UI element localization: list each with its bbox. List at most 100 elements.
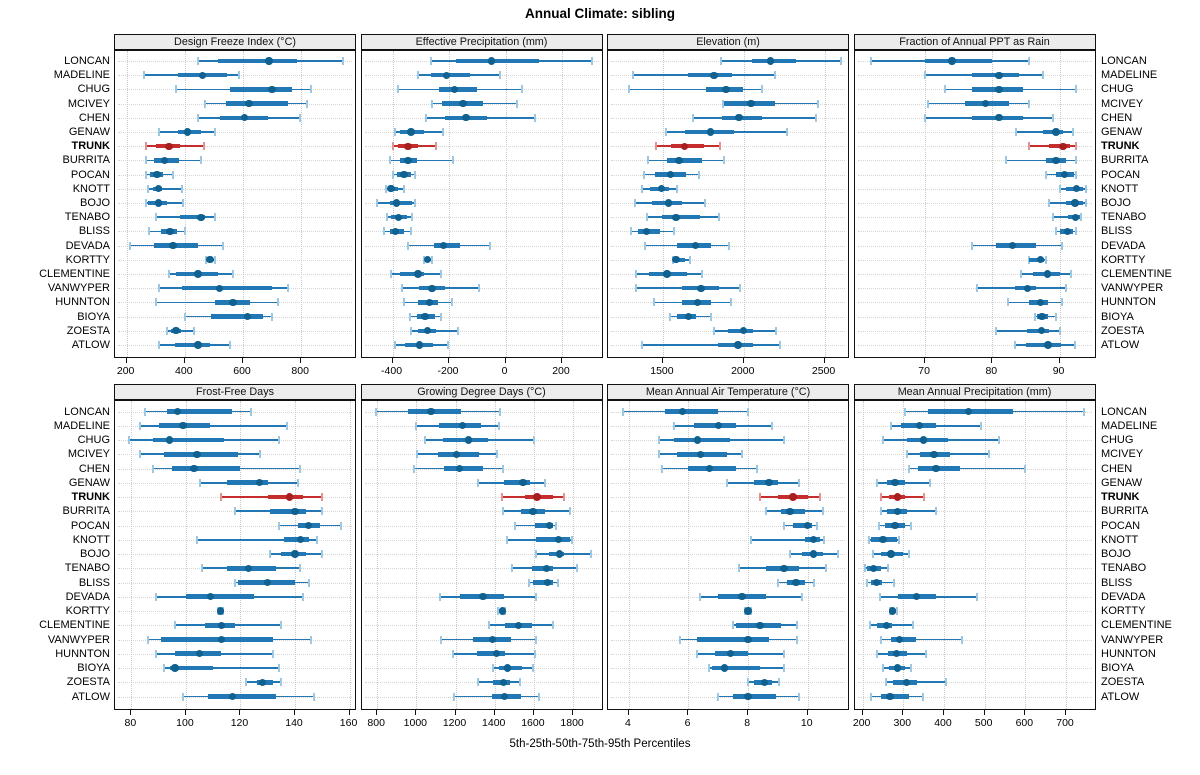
whisker-cap-95th — [340, 521, 343, 530]
axis-tick — [415, 710, 417, 715]
whisker-cap-5th — [657, 450, 660, 459]
row-gridline — [857, 653, 1092, 655]
whisker-cap-5th — [452, 692, 455, 701]
whisker-cap-5th — [167, 270, 170, 278]
median-dot — [184, 128, 192, 136]
whisker-cap-5th — [204, 99, 207, 108]
whisker-cap-5th — [144, 199, 147, 207]
row-label-right: VANWYPER — [1101, 282, 1164, 295]
median-dot — [265, 57, 273, 65]
whisker-cap-5th — [721, 99, 724, 108]
whisker-cap-95th — [895, 607, 898, 615]
median-dot — [197, 213, 205, 221]
panel-header: Mean Annual Precipitation (mm) — [853, 384, 1096, 400]
axis-tick — [184, 710, 186, 715]
median-dot — [705, 464, 714, 473]
axis-tick-label: 1000 — [403, 717, 428, 729]
whisker-cap-95th — [934, 507, 937, 516]
whisker-cap-5th — [738, 564, 741, 573]
whisker-cap-5th — [927, 99, 930, 108]
whisker-cap-95th — [738, 284, 741, 293]
whisker-cap-95th — [1085, 184, 1088, 193]
median-dot — [244, 564, 253, 572]
whisker-cap-5th — [220, 493, 223, 501]
whisker-cap-95th — [922, 493, 925, 501]
row-gridline — [118, 160, 352, 162]
axis-tick — [560, 358, 562, 363]
tick-gridline — [943, 401, 945, 709]
median-dot — [685, 312, 693, 321]
row-gridline — [364, 568, 599, 570]
whisker-cap-5th — [867, 535, 870, 544]
axis-tick-label: 70 — [918, 365, 930, 377]
whisker-cap-5th — [645, 213, 648, 222]
row-gridline — [364, 625, 599, 627]
whisker-cap-95th — [928, 478, 931, 487]
whisker-cap-95th — [898, 535, 901, 544]
row-gridline — [118, 174, 352, 176]
whisker-cap-5th — [394, 128, 397, 136]
whisker-cap-5th — [1028, 142, 1031, 151]
median-dot — [153, 170, 161, 179]
whisker-cap-95th — [534, 635, 537, 644]
axis-tick — [861, 710, 863, 715]
box-25-75 — [534, 523, 554, 528]
tick-gridline — [1059, 51, 1061, 357]
row-label-right: KNOTT — [1101, 182, 1139, 195]
row-gridline — [364, 611, 599, 612]
box-25-75 — [229, 87, 293, 92]
axis-tick — [742, 358, 744, 363]
whisker-cap-95th — [221, 241, 224, 250]
whisker-cap-5th — [401, 284, 404, 293]
median-dot — [414, 270, 422, 278]
axis-tick-label: 1400 — [482, 717, 506, 729]
row-gridline — [611, 568, 845, 570]
whisker-cap-5th — [632, 71, 635, 80]
row-label-left: VANWYPER — [47, 633, 110, 646]
whisker-cap-95th — [551, 621, 554, 630]
whisker-cap-5th — [234, 578, 236, 587]
row-label-left: GENAW — [68, 126, 110, 138]
axis-tick-label: 600 — [1015, 717, 1034, 729]
median-dot — [174, 407, 182, 416]
whisker-cap-95th — [402, 184, 405, 193]
box-25-75 — [733, 694, 777, 699]
whisker-cap-95th — [519, 678, 522, 687]
median-dot — [895, 635, 903, 644]
panel-header: Frost-Free Days — [114, 384, 356, 400]
row-label-right: VANWYPER — [1101, 633, 1164, 646]
row-label-left: VANWYPER — [47, 282, 110, 295]
row-gridline — [611, 259, 845, 261]
whisker-cap-5th — [500, 493, 503, 501]
axis-tick-label: 1600 — [521, 717, 545, 729]
median-dot — [872, 578, 881, 587]
axis-tick-label: 200 — [552, 365, 570, 377]
whisker-cap-95th — [534, 113, 537, 122]
whisker-cap-95th — [910, 521, 913, 530]
whisker-cap-95th — [912, 621, 915, 630]
median-dot — [195, 650, 204, 658]
whisker-cap-95th — [271, 312, 274, 321]
median-dot — [452, 450, 461, 458]
median-dot — [172, 327, 180, 335]
whisker-cap-95th — [797, 692, 800, 701]
whisker-cap-95th — [887, 564, 890, 573]
whisker-cap-5th — [995, 326, 998, 335]
median-dot — [492, 650, 501, 658]
median-dot — [154, 185, 163, 193]
whisker-cap-5th — [1004, 156, 1007, 165]
whisker-cap-95th — [910, 664, 913, 672]
median-dot — [1008, 241, 1017, 250]
whisker-cap-5th — [1033, 312, 1036, 321]
whisker-cap-5th — [869, 692, 872, 701]
whisker-cap-95th — [782, 436, 785, 444]
whisker-cap-95th — [921, 692, 924, 701]
box-25-75 — [207, 694, 276, 699]
row-label-left: CLEMENTINE — [39, 619, 110, 632]
row-label-left: BOJO — [80, 548, 110, 560]
whisker-cap-95th — [180, 184, 183, 193]
whisker-cap-5th — [204, 255, 207, 264]
axis-tick-label: 1500 — [650, 365, 674, 377]
whisker-cap-95th — [908, 550, 911, 558]
